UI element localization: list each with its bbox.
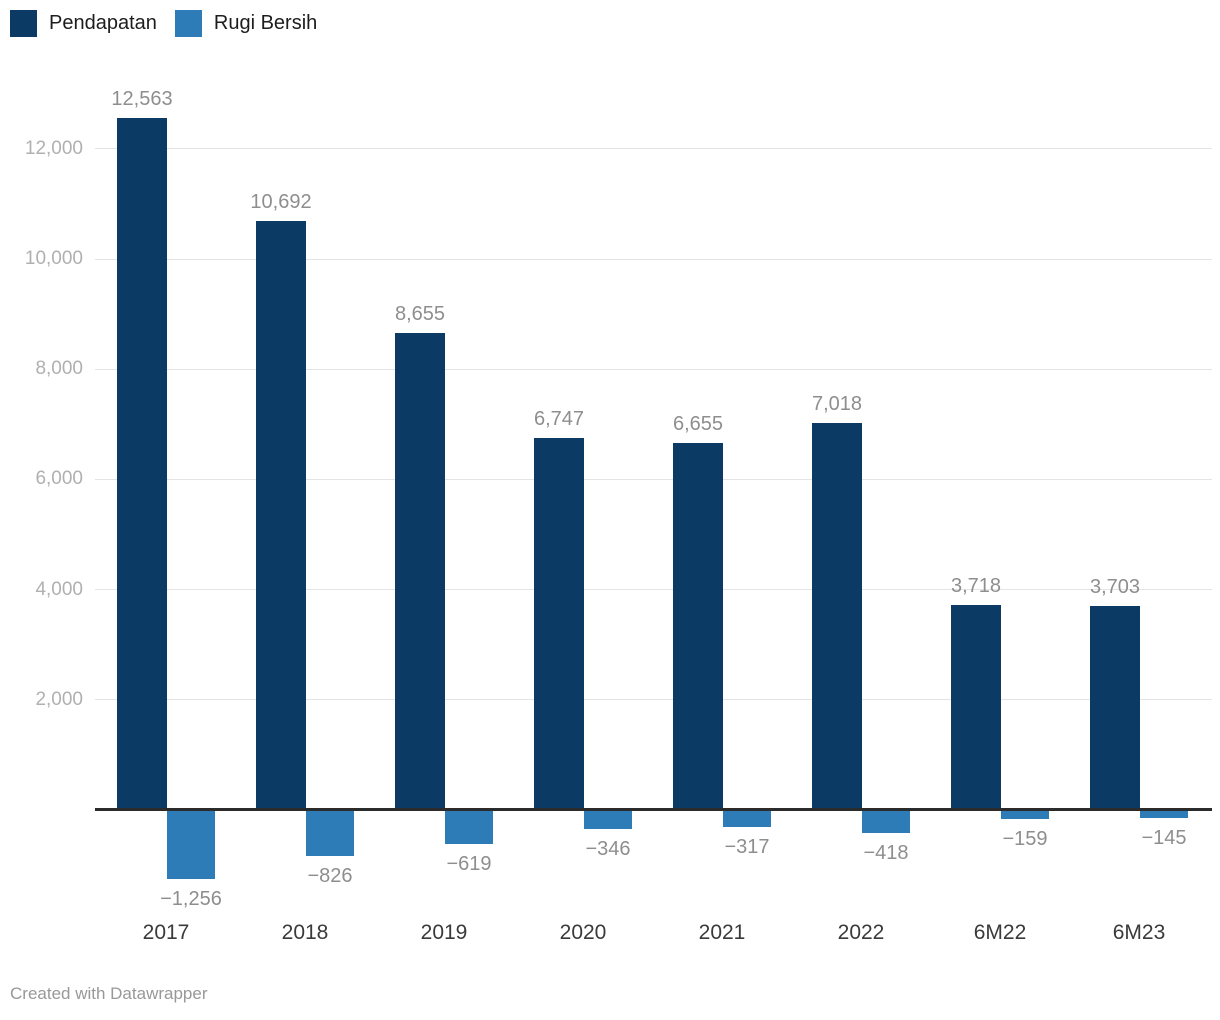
gridline-4,000 xyxy=(95,589,1212,591)
bar-rugi-bersih-6M22 xyxy=(1001,810,1049,819)
bar-rugi-bersih-2018 xyxy=(306,810,354,856)
value-label-rugi-bersih-2017: −1,256 xyxy=(160,888,222,911)
bar-rugi-bersih-2020 xyxy=(584,810,632,830)
legend-label-pendapatan: Pendapatan xyxy=(49,12,157,34)
x-axis-label-6M23: 6M23 xyxy=(1112,921,1166,944)
y-axis-tick-label: 8,000 xyxy=(35,358,83,380)
x-axis-label-2017: 2017 xyxy=(142,921,190,944)
value-label-pendapatan-2020: 6,747 xyxy=(533,408,585,431)
value-label-rugi-bersih-2020: −346 xyxy=(585,838,631,861)
value-label-pendapatan-2018: 10,692 xyxy=(250,190,312,213)
legend-item-pendapatan: Pendapatan xyxy=(10,10,157,37)
bar-pendapatan-2022 xyxy=(812,423,862,810)
x-axis-zero-line xyxy=(95,808,1212,811)
value-label-rugi-bersih-6M22: −159 xyxy=(1002,827,1048,850)
bar-pendapatan-6M22 xyxy=(951,605,1001,810)
gridline-8,000 xyxy=(95,368,1212,370)
value-label-rugi-bersih-2021: −317 xyxy=(724,836,770,859)
x-axis-label-6M22: 6M22 xyxy=(973,921,1027,944)
gridline-2,000 xyxy=(95,699,1212,701)
datawrapper-attribution-link[interactable]: Created with Datawrapper xyxy=(10,984,208,1003)
value-label-pendapatan-2021: 6,655 xyxy=(672,413,724,436)
bar-rugi-bersih-2021 xyxy=(723,810,771,828)
x-axis-label-2021: 2021 xyxy=(698,921,746,944)
legend-swatch-pendapatan xyxy=(10,10,37,37)
value-label-pendapatan-2022: 7,018 xyxy=(811,393,863,416)
value-label-rugi-bersih-2018: −826 xyxy=(307,864,353,887)
bar-pendapatan-2018 xyxy=(256,220,306,810)
y-axis-tick-label: 6,000 xyxy=(35,468,83,490)
x-axis-label-2018: 2018 xyxy=(281,921,329,944)
y-axis-tick-label: 4,000 xyxy=(35,578,83,600)
gridline-12,000 xyxy=(95,148,1212,150)
bar-pendapatan-2020 xyxy=(534,438,584,810)
bar-pendapatan-2021 xyxy=(673,443,723,810)
bar-rugi-bersih-2017 xyxy=(167,810,215,880)
legend-label-rugi-bersih: Rugi Bersih xyxy=(213,12,318,34)
gridline-6,000 xyxy=(95,478,1212,480)
bar-pendapatan-2017 xyxy=(117,117,167,810)
chart-legend: Pendapatan Rugi Bersih xyxy=(10,10,317,37)
x-axis-label-2022: 2022 xyxy=(837,921,885,944)
legend-item-rugi-bersih: Rugi Bersih xyxy=(174,10,318,37)
bar-rugi-bersih-2019 xyxy=(445,810,493,845)
y-axis-tick-label: 10,000 xyxy=(24,248,83,269)
value-label-pendapatan-6M23: 3,703 xyxy=(1089,575,1141,598)
value-label-pendapatan-6M22: 3,718 xyxy=(950,575,1002,598)
x-axis-label-2019: 2019 xyxy=(420,921,468,944)
gridline-10,000 xyxy=(95,258,1212,260)
y-axis-tick-label: 12,000 xyxy=(24,137,83,159)
value-label-pendapatan-2019: 8,655 xyxy=(394,303,446,326)
value-label-pendapatan-2017: 12,563 xyxy=(111,87,173,110)
bar-pendapatan-2019 xyxy=(395,333,445,810)
x-axis-label-2020: 2020 xyxy=(559,921,607,944)
value-label-rugi-bersih-2022: −418 xyxy=(863,842,909,865)
y-axis-tick-label: 2,000 xyxy=(35,688,83,710)
legend-swatch-rugi-bersih xyxy=(174,10,202,37)
bar-rugi-bersih-2022 xyxy=(862,810,910,834)
value-label-rugi-bersih-2019: −619 xyxy=(446,853,492,876)
bar-rugi-bersih-6M23 xyxy=(1140,810,1188,818)
value-label-rugi-bersih-6M23: −145 xyxy=(1141,826,1187,849)
bar-pendapatan-6M23 xyxy=(1090,605,1140,810)
